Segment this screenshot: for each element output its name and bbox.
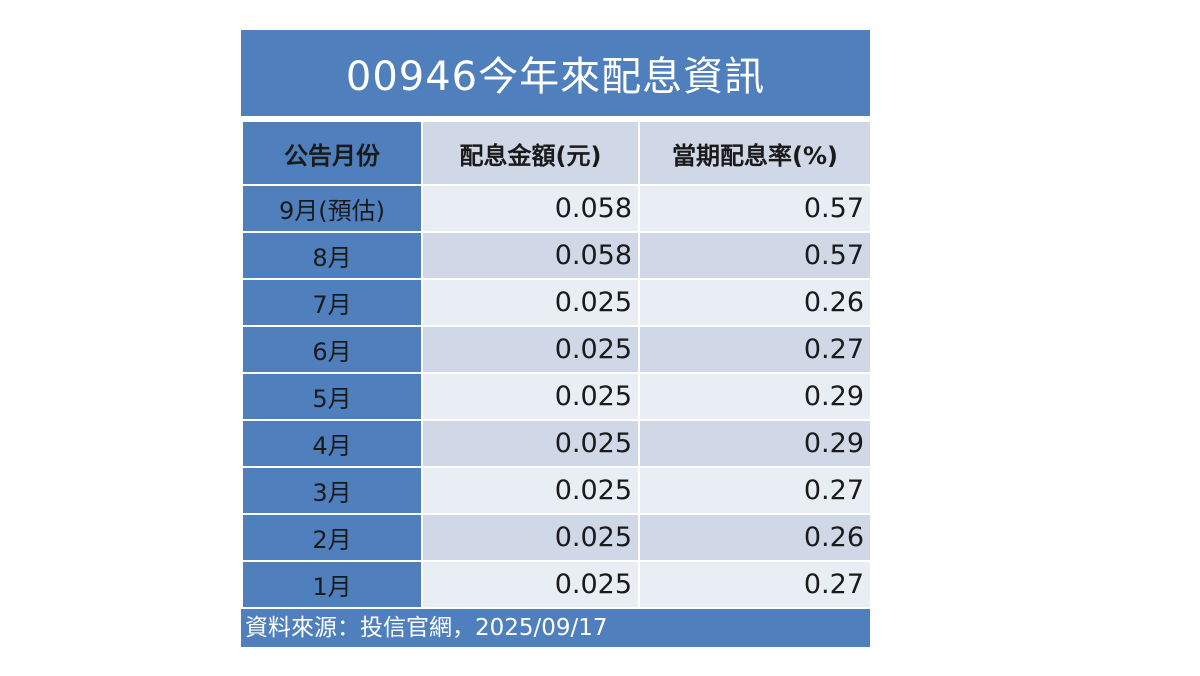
row-amount: 0.025 <box>421 325 640 374</box>
dividend-table: 公告月份 配息金額(元) 當期配息率(%) 9月(預估) 0.058 0.57 … <box>241 120 872 609</box>
row-rate: 0.27 <box>638 325 872 374</box>
row-month: 6月 <box>241 325 423 374</box>
header-row: 公告月份 配息金額(元) 當期配息率(%) <box>241 120 872 186</box>
row-rate: 0.26 <box>638 278 872 327</box>
row-rate: 0.27 <box>638 466 872 515</box>
table-row: 7月 0.025 0.26 <box>241 278 872 327</box>
row-month: 9月(預估) <box>241 184 423 233</box>
table-title: 00946今年來配息資訊 <box>241 30 870 120</box>
table-row: 1月 0.025 0.27 <box>241 560 872 609</box>
row-amount: 0.025 <box>421 278 640 327</box>
row-amount: 0.058 <box>421 231 640 280</box>
source-note: 資料來源：投信官網，2025/09/17 <box>241 609 870 647</box>
dividend-info-panel: 00946今年來配息資訊 公告月份 配息金額(元) 當期配息率(%) 9月(預估… <box>241 30 872 647</box>
row-rate: 0.29 <box>638 419 872 468</box>
row-amount: 0.058 <box>421 184 640 233</box>
table-row: 4月 0.025 0.29 <box>241 419 872 468</box>
row-rate: 0.57 <box>638 184 872 233</box>
table-row: 8月 0.058 0.57 <box>241 231 872 280</box>
row-month: 1月 <box>241 560 423 609</box>
row-amount: 0.025 <box>421 560 640 609</box>
table-row: 2月 0.025 0.26 <box>241 513 872 562</box>
header-month: 公告月份 <box>241 120 423 186</box>
row-rate: 0.29 <box>638 372 872 421</box>
row-month: 4月 <box>241 419 423 468</box>
row-rate: 0.26 <box>638 513 872 562</box>
header-rate: 當期配息率(%) <box>638 120 872 186</box>
table-row: 3月 0.025 0.27 <box>241 466 872 515</box>
row-amount: 0.025 <box>421 419 640 468</box>
row-month: 3月 <box>241 466 423 515</box>
row-rate: 0.27 <box>638 560 872 609</box>
row-month: 8月 <box>241 231 423 280</box>
header-amount: 配息金額(元) <box>421 120 640 186</box>
row-amount: 0.025 <box>421 466 640 515</box>
table-row: 5月 0.025 0.29 <box>241 372 872 421</box>
row-amount: 0.025 <box>421 513 640 562</box>
table-row: 6月 0.025 0.27 <box>241 325 872 374</box>
row-month: 7月 <box>241 278 423 327</box>
row-amount: 0.025 <box>421 372 640 421</box>
row-month: 5月 <box>241 372 423 421</box>
table-row: 9月(預估) 0.058 0.57 <box>241 184 872 233</box>
row-rate: 0.57 <box>638 231 872 280</box>
row-month: 2月 <box>241 513 423 562</box>
